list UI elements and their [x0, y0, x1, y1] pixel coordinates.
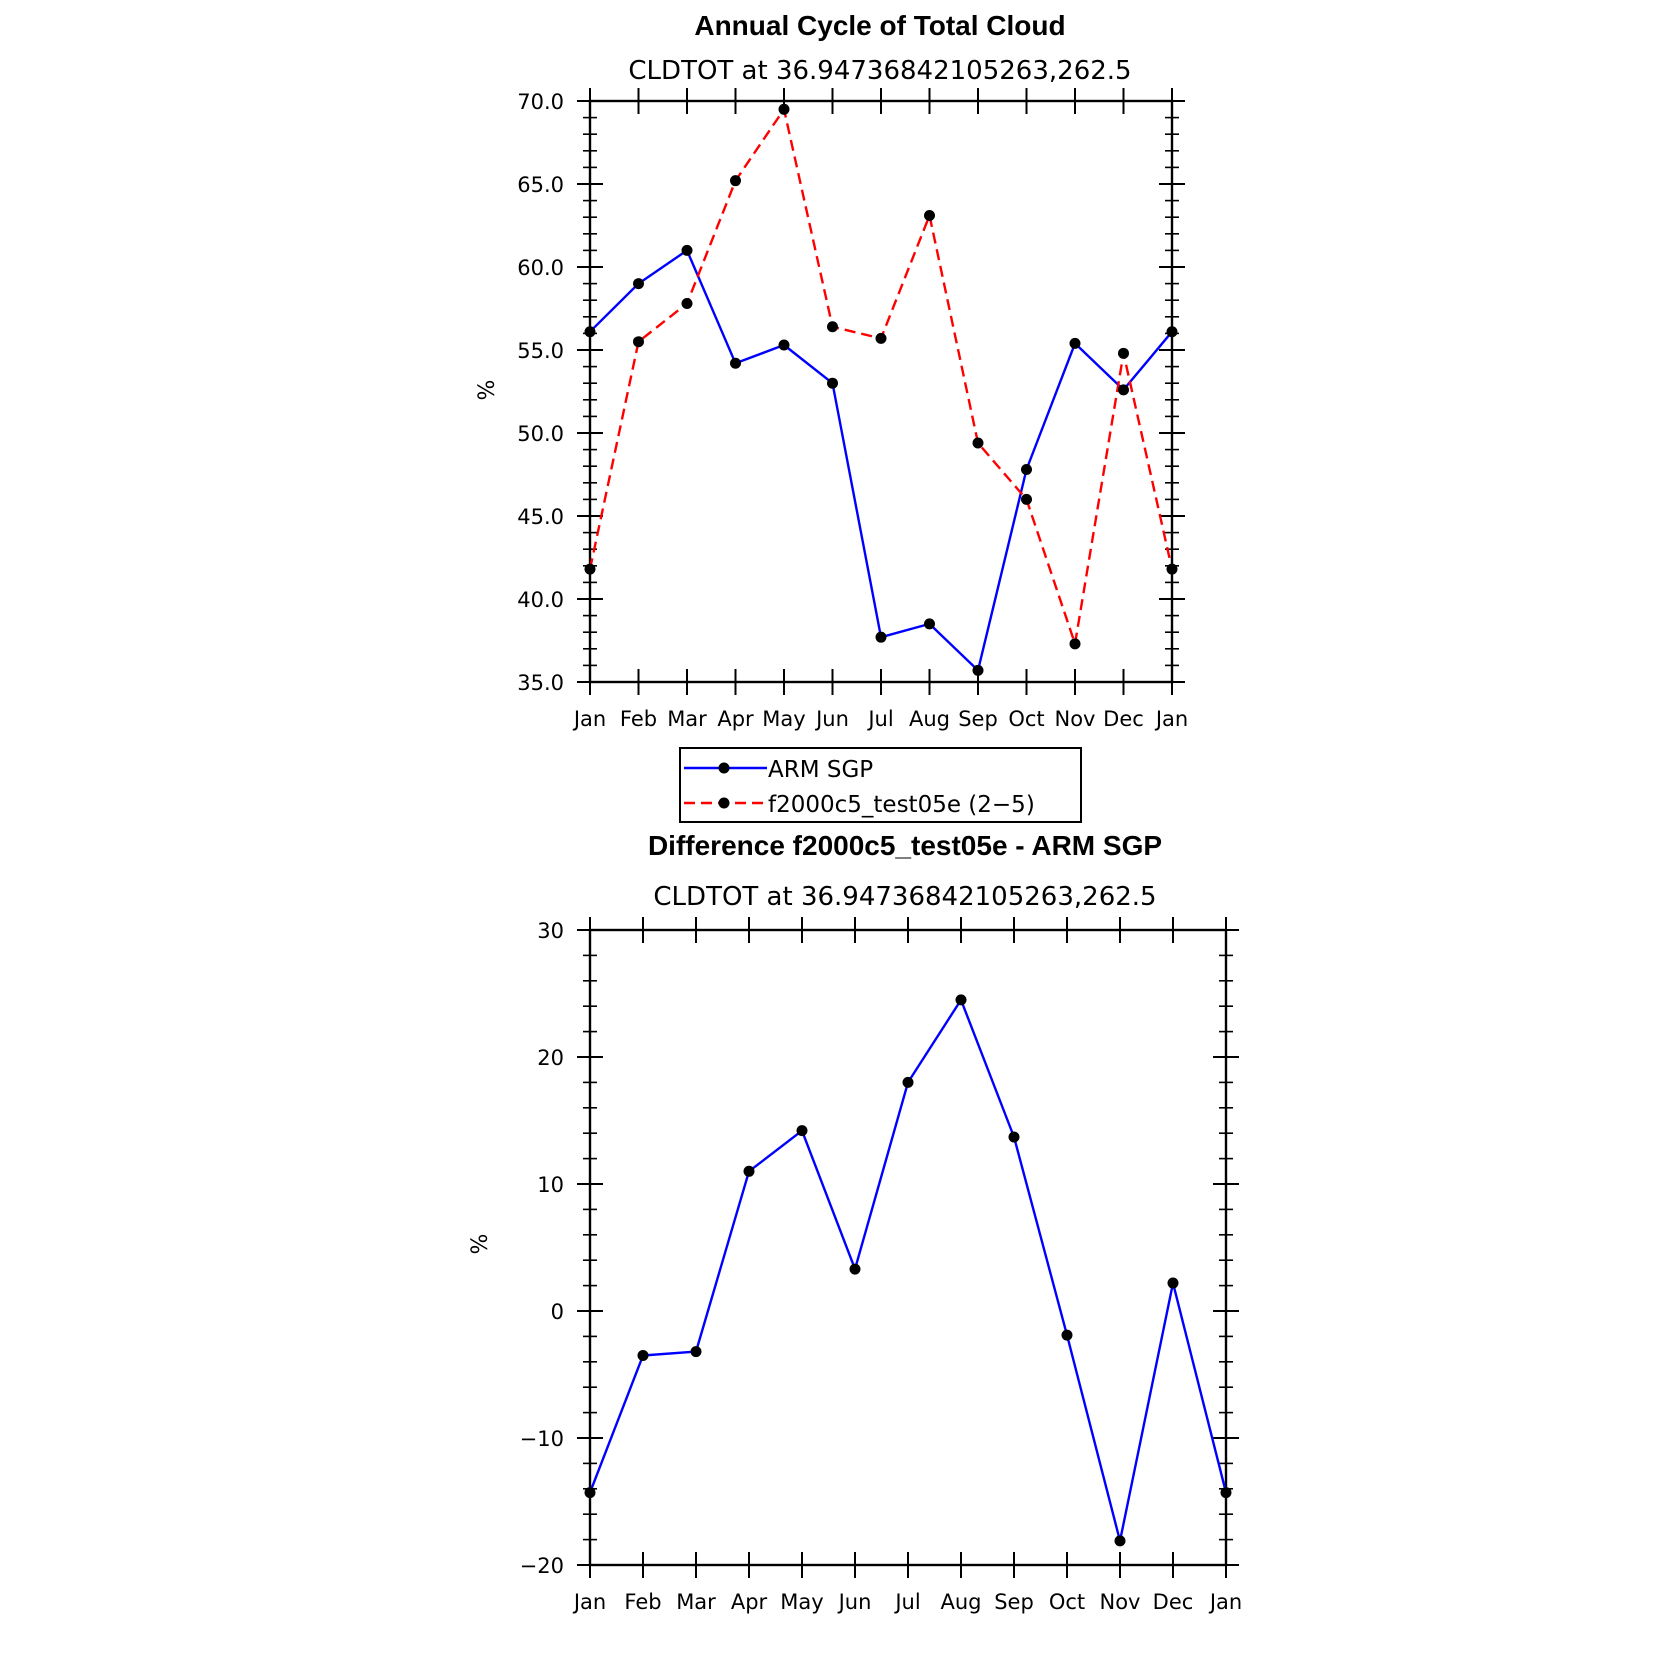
x-tick-label: Mar [667, 707, 707, 731]
chart1-series-0-point [584, 326, 596, 338]
x-tick-label: Feb [620, 707, 657, 731]
chart1-series-0-point [633, 278, 644, 290]
chart2-series-0-point [584, 1487, 596, 1499]
chart2-series-0-point [1167, 1277, 1179, 1289]
x-tick-label: May [762, 707, 805, 731]
legend-box [679, 747, 1082, 823]
x-tick-label: Jun [837, 1590, 872, 1614]
chart1-series-0-line [589, 249, 1173, 672]
x-tick-label: Feb [624, 1590, 661, 1614]
legend-label-model: f2000c5_test05e (2−5) [768, 792, 1035, 818]
chart1-series-1-point [633, 336, 644, 348]
chart1-plot-area: 35.0 40.0 45.0 50.0 55.0 60.0 65.0 70.0 Jan Feb Ma… [517, 88, 1188, 731]
chart1-series-1-point [1166, 563, 1178, 575]
y-tick-label: 40.0 [517, 588, 564, 612]
x-tick-label: Jan [572, 1590, 606, 1614]
y-tick-label: −10 [520, 1427, 564, 1451]
y-tick-label: 70.0 [517, 90, 564, 114]
x-tick-label: Nov [1100, 1590, 1141, 1614]
x-tick-label: Jul [866, 707, 893, 731]
chart1-series-1-line [588, 108, 1174, 645]
y-tick-label: 30 [537, 919, 564, 943]
chart1-series-0-point [1166, 326, 1178, 338]
chart1-series-1-point [730, 175, 741, 187]
y-tick-label: 55.0 [517, 339, 564, 363]
chart1-ylabel: % [475, 380, 500, 401]
chart2-subtitle: CLDTOT at 36.94736842105263,262.5 [653, 882, 1156, 912]
chart2-series-0-point [743, 1165, 755, 1177]
chart2-series-0-point [637, 1349, 649, 1361]
y-tick-label: 0 [551, 1300, 564, 1324]
x-tick-label: Jun [814, 707, 849, 731]
x-tick-label: Sep [958, 707, 998, 731]
x-tick-label: Jul [893, 1590, 920, 1614]
x-tick-label: Dec [1103, 707, 1144, 731]
chart1-series-0-point [681, 244, 693, 256]
legend-label-arm-sgp: ARM SGP [768, 757, 873, 783]
chart2-series-0-point [690, 1346, 702, 1358]
x-tick-label: Oct [1049, 1590, 1085, 1614]
x-tick-label: Nov [1055, 707, 1096, 731]
chart1-series-1-point [1021, 493, 1032, 505]
y-tick-label: 65.0 [517, 173, 564, 197]
y-tick-label: −20 [520, 1554, 564, 1578]
x-tick-label: Jan [1208, 1590, 1242, 1614]
y-tick-label: 10 [537, 1173, 564, 1197]
chart1-legend: ARM SGP f2000c5_test05e (2−5) [679, 747, 1082, 823]
chart2-series-0-point [1114, 1535, 1126, 1547]
chart1-title: Annual Cycle of Total Cloud [694, 10, 1065, 41]
x-tick-label: Aug [909, 707, 950, 731]
chart2-frame [588, 928, 1228, 1567]
chart1-series-0-point [1118, 384, 1129, 396]
chart2-series-0-point [796, 1125, 808, 1137]
chart1-series-1-point [972, 437, 984, 449]
x-tick-label: Dec [1153, 1590, 1194, 1614]
chart1-series-0-point [778, 339, 790, 351]
chart1-series-1-point [875, 332, 887, 344]
chart1-series-1-point [827, 321, 838, 333]
chart1-frame [588, 99, 1174, 684]
legend-marker-arm-sgp [718, 762, 730, 774]
chart1-series-1-point [924, 210, 935, 222]
y-tick-label: 45.0 [517, 505, 564, 529]
chart1-series-0-point [827, 377, 838, 389]
chart1-series-0-point [924, 618, 935, 630]
x-tick-label: Jan [1154, 707, 1188, 731]
x-tick-label: Mar [676, 1590, 716, 1614]
x-tick-label: Jan [572, 707, 606, 731]
legend-marker-model [718, 797, 730, 809]
x-tick-label: Apr [731, 1590, 768, 1614]
chart1-series-1-point [681, 298, 693, 310]
chart1-series-1-point [1069, 638, 1081, 650]
chart2-series-0-point [1220, 1487, 1232, 1499]
x-tick-label: May [780, 1590, 823, 1614]
chart2-series-0-point [1061, 1329, 1073, 1341]
chart2-series-0-point [955, 994, 967, 1006]
chart2-title: Difference f2000c5_test05e - ARM SGP [648, 830, 1162, 861]
chart1-series-0-point [1069, 337, 1081, 349]
chart1-series-1-point [584, 563, 596, 575]
x-tick-label: Sep [994, 1590, 1034, 1614]
y-tick-label: 35.0 [517, 671, 564, 695]
x-tick-label: Aug [940, 1590, 981, 1614]
y-tick-label: 60.0 [517, 256, 564, 280]
chart2-series-0-point [902, 1076, 914, 1088]
x-tick-label: Apr [717, 707, 754, 731]
chart1-series-0-point [730, 357, 741, 369]
chart2-ylabel: % [468, 1234, 493, 1255]
chart2-series-0-point [1008, 1131, 1020, 1143]
chart1-series-0-point [1021, 464, 1032, 476]
chart1-subtitle: CLDTOT at 36.94736842105263,262.5 [628, 56, 1131, 86]
chart2-plot-area: −20 −10 0 10 20 30 Jan Feb Mar Apr May Jun Jul Aug Sep… [520, 917, 1242, 1614]
chart1-series-1-point [1118, 347, 1129, 359]
x-tick-label: Oct [1008, 707, 1044, 731]
y-tick-label: 50.0 [517, 422, 564, 446]
chart1-series-0-point [972, 664, 984, 676]
chart1-series-1-point [778, 103, 790, 115]
chart1-series-0-point [875, 631, 887, 643]
y-tick-label: 20 [537, 1046, 564, 1070]
chart2-series-0-point [849, 1263, 861, 1275]
